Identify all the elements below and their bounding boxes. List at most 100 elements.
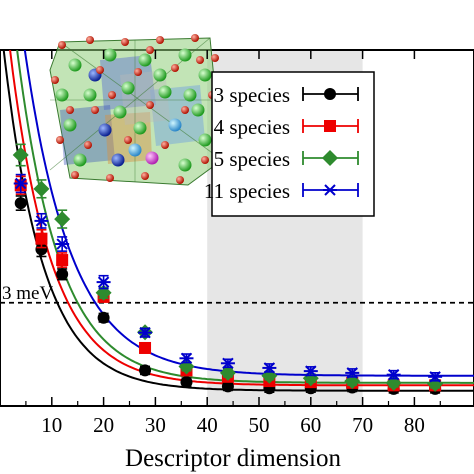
atom	[68, 58, 82, 72]
legend-marker	[324, 88, 336, 100]
data-point	[13, 177, 28, 190]
data-point	[56, 254, 69, 267]
atom	[176, 176, 184, 184]
atom	[133, 121, 147, 135]
data-point	[179, 352, 194, 365]
x-tick-label: 80	[404, 413, 425, 437]
data-point	[34, 215, 49, 227]
marker-stroke	[387, 368, 400, 381]
data-point	[35, 243, 48, 256]
atom	[145, 151, 159, 165]
data-point	[14, 197, 27, 210]
data-point	[180, 376, 193, 389]
data-point	[12, 147, 29, 164]
x-axis-label: Descriptor dimension	[125, 445, 341, 472]
marker-stroke	[56, 238, 68, 250]
data-point	[33, 180, 50, 197]
legend-marker	[322, 150, 338, 166]
atom	[66, 106, 74, 114]
x-tick-label: 70	[352, 413, 373, 437]
atom	[171, 64, 179, 72]
atom	[63, 118, 77, 132]
legend-label: 11 species	[204, 179, 290, 203]
atom	[178, 158, 192, 172]
atom	[51, 76, 59, 84]
marker-stroke	[139, 326, 151, 339]
atom	[196, 56, 204, 64]
atom	[178, 48, 192, 62]
marker-stroke	[35, 215, 48, 227]
atom	[161, 141, 169, 149]
data-point	[138, 326, 153, 339]
plot-frame	[0, 49, 474, 407]
atom	[183, 88, 197, 102]
atom	[98, 123, 112, 137]
data-point	[139, 341, 152, 354]
atom	[198, 133, 212, 147]
atom	[58, 41, 66, 49]
x-tick-label: 50	[249, 413, 270, 437]
data-point	[303, 365, 318, 377]
x-axis: 10 20 30 40 50 60 70 80	[25, 50, 441, 437]
atom	[103, 48, 117, 62]
marker-stroke	[305, 365, 317, 377]
atom	[71, 171, 79, 179]
reference-line-label: 3 meV	[2, 283, 53, 304]
atom	[158, 85, 172, 99]
data-point	[97, 311, 110, 324]
atom	[168, 118, 182, 132]
atom	[121, 81, 135, 95]
atom	[134, 68, 142, 76]
atom	[146, 46, 154, 54]
atom	[121, 38, 129, 46]
atom	[198, 68, 212, 82]
x-tick-label: 10	[41, 413, 62, 437]
data-point	[262, 362, 277, 374]
atom	[106, 174, 114, 182]
data-point	[345, 367, 360, 379]
data-point	[219, 364, 236, 381]
atom	[181, 106, 189, 114]
atom	[73, 153, 87, 167]
atom	[83, 88, 97, 102]
data-point	[221, 380, 234, 393]
atom	[138, 53, 152, 67]
x-tick-label: 30	[145, 413, 166, 437]
marker-stroke	[346, 367, 358, 379]
x-tick-label: 40	[197, 413, 218, 437]
data-point	[386, 368, 401, 381]
marker-stroke	[97, 276, 110, 288]
atom	[55, 88, 69, 102]
marker-stroke	[180, 352, 193, 365]
atom	[211, 54, 219, 62]
legend-label: 4 species	[214, 115, 290, 139]
marker-stroke	[15, 177, 27, 190]
atom	[153, 68, 167, 82]
data-point	[35, 232, 48, 245]
legend-label: 5 species	[214, 147, 290, 171]
legend: 3 species 4 species 5 species 11 species	[204, 71, 375, 217]
atom	[201, 156, 209, 164]
atom	[108, 91, 116, 99]
atom	[146, 101, 154, 109]
atom	[111, 153, 125, 167]
atom	[113, 105, 127, 119]
atom	[191, 103, 205, 117]
x-tick-label: 20	[93, 413, 114, 437]
atom	[86, 36, 94, 44]
data-point	[96, 276, 111, 288]
atom	[91, 106, 99, 114]
atom	[128, 143, 142, 157]
data-point	[220, 357, 235, 369]
marker-stroke	[429, 371, 441, 383]
data-point	[55, 238, 70, 250]
crystal-structure-inset	[49, 34, 223, 186]
marker-stroke	[324, 184, 336, 196]
data-points	[12, 143, 444, 395]
legend-marker	[323, 184, 337, 196]
data-point	[56, 268, 69, 281]
x-tick-label: 60	[300, 413, 321, 437]
marker-stroke	[263, 362, 276, 374]
data-point	[139, 364, 152, 377]
